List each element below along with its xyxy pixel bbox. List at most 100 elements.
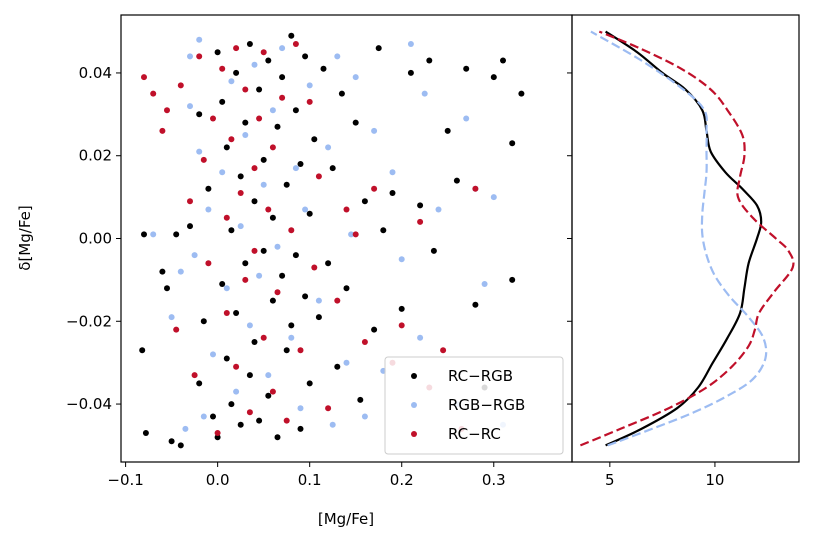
density-line-rc-rc bbox=[579, 30, 795, 447]
scatter-point-rc-rgb bbox=[173, 231, 180, 238]
scatter-point-rc-rgb bbox=[334, 363, 341, 370]
scatter-point-rc-rgb bbox=[205, 185, 212, 192]
scatter-point-rc-rc bbox=[292, 41, 299, 47]
scatter-point-rc-rgb bbox=[490, 74, 497, 81]
scatter-point-rc-rgb bbox=[141, 231, 147, 238]
scatter-point-rgb-rgb bbox=[302, 206, 309, 213]
scatter-point-rgb-rgb bbox=[463, 115, 470, 122]
scatter-point-rc-rc bbox=[417, 218, 424, 225]
y-tick-label: −0.02 bbox=[66, 312, 112, 330]
scatter-point-rc-rgb bbox=[246, 372, 253, 379]
scatter-point-rgb-rgb bbox=[352, 74, 359, 81]
scatter-point-rc-rgb bbox=[139, 347, 146, 354]
scatter-point-rc-rc bbox=[306, 98, 313, 105]
scatter-point-rc-rgb bbox=[509, 276, 516, 283]
scatter-point-rc-rc bbox=[440, 347, 447, 354]
scatter-point-rgb-rgb bbox=[168, 314, 175, 321]
scatter-point-rc-rgb bbox=[200, 318, 207, 325]
scatter-point-rc-rgb bbox=[237, 173, 244, 180]
scatter-points-layer bbox=[139, 32, 525, 449]
scatter-point-rc-rc bbox=[164, 107, 170, 114]
scatter-point-rc-rgb bbox=[426, 57, 433, 64]
scatter-point-rc-rgb bbox=[210, 413, 216, 420]
scatter-point-rc-rc bbox=[233, 363, 240, 370]
scatter-point-rc-rc bbox=[274, 289, 281, 296]
x-tick-label: −0.1 bbox=[107, 471, 143, 489]
scatter-point-rc-rc bbox=[283, 417, 290, 424]
scatter-point-rc-rgb bbox=[288, 322, 295, 329]
scatter-point-rc-rc bbox=[371, 185, 378, 192]
scatter-point-rgb-rgb bbox=[421, 90, 428, 97]
side-panel-frame bbox=[571, 14, 800, 463]
scatter-point-rc-rc bbox=[200, 156, 207, 163]
scatter-point-rc-rgb bbox=[288, 32, 295, 39]
scatter-point-rc-rc bbox=[196, 53, 203, 60]
scatter-point-rc-rgb bbox=[246, 41, 253, 47]
scatter-point-rc-rgb bbox=[320, 65, 327, 72]
scatter-point-rgb-rgb bbox=[260, 181, 267, 188]
scatter-point-rc-rc bbox=[334, 297, 341, 304]
scatter-point-rc-rc bbox=[352, 231, 359, 238]
legend-label-rc-rc: RC−RC bbox=[448, 425, 501, 443]
y-tick-label: 0.04 bbox=[79, 64, 112, 82]
y-tick-label: 0.00 bbox=[79, 230, 112, 248]
scatter-point-rgb-rgb bbox=[348, 231, 355, 238]
scatter-point-rgb-rgb bbox=[265, 372, 272, 379]
scatter-point-rc-rgb bbox=[297, 425, 304, 432]
scatter-point-rc-rgb bbox=[256, 417, 263, 424]
side-x-axis: 5 10 bbox=[605, 462, 724, 489]
scatter-point-rgb-rgb bbox=[196, 36, 203, 43]
scatter-point-rc-rgb bbox=[430, 247, 437, 254]
scatter-point-rc-rgb bbox=[142, 430, 149, 436]
scatter-point-rc-rgb bbox=[292, 252, 299, 259]
scatter-point-rc-rc bbox=[311, 264, 318, 271]
scatter-point-rc-rgb bbox=[292, 107, 299, 114]
y-axis-label: δ[Mg/Fe] bbox=[16, 205, 34, 270]
scatter-point-rc-rc bbox=[361, 339, 368, 345]
scatter-point-rc-rc bbox=[297, 347, 304, 354]
scatter-point-rgb-rgb bbox=[219, 169, 226, 176]
scatter-point-rc-rgb bbox=[315, 314, 322, 321]
scatter-point-rc-rgb bbox=[214, 434, 221, 441]
scatter-point-rc-rgb bbox=[463, 65, 470, 72]
scatter-point-rc-rc bbox=[223, 310, 230, 316]
x-tick-label: 0.0 bbox=[206, 471, 230, 489]
scatter-point-rgb-rgb bbox=[251, 61, 258, 68]
scatter-point-rc-rgb bbox=[283, 347, 290, 354]
scatter-point-rc-rgb bbox=[509, 140, 516, 147]
scatter-point-rc-rgb bbox=[265, 57, 272, 64]
legend-marker-rgb-rgb bbox=[411, 402, 417, 408]
scatter-point-rgb-rgb bbox=[191, 252, 198, 259]
scatter-point-rc-rgb bbox=[311, 136, 318, 143]
scatter-point-rgb-rgb bbox=[306, 82, 313, 89]
scatter-point-rc-rgb bbox=[223, 355, 230, 362]
scatter-point-rgb-rgb bbox=[228, 78, 235, 85]
scatter-point-rgb-rgb bbox=[177, 268, 184, 275]
legend-label-rc-rgb: RC−RGB bbox=[448, 367, 513, 385]
scatter-point-rgb-rgb bbox=[274, 243, 281, 250]
scatter-point-rc-rc bbox=[260, 49, 267, 56]
y-tick-label: −0.04 bbox=[66, 395, 112, 413]
scatter-point-rgb-rgb bbox=[200, 413, 207, 420]
y-tick-label: 0.02 bbox=[79, 147, 112, 165]
scatter-point-rgb-rgb bbox=[490, 194, 497, 201]
scatter-point-rgb-rgb bbox=[150, 231, 157, 238]
scatter-point-rc-rgb bbox=[242, 260, 249, 267]
legend-marker-rc-rgb bbox=[411, 373, 417, 379]
scatter-point-rc-rgb bbox=[265, 392, 272, 399]
scatter-point-rgb-rgb bbox=[246, 322, 253, 329]
scatter-point-rgb-rgb bbox=[398, 256, 405, 263]
scatter-point-rgb-rgb bbox=[237, 223, 244, 230]
scatter-point-rc-rc bbox=[242, 276, 249, 283]
scatter-point-rc-rc bbox=[265, 206, 272, 213]
scatter-point-rgb-rgb bbox=[187, 53, 193, 60]
legend-box bbox=[384, 356, 564, 455]
scatter-point-rc-rc bbox=[219, 65, 226, 72]
scatter-point-rc-rc bbox=[205, 260, 212, 267]
scatter-point-rgb-rgb bbox=[233, 388, 240, 395]
legend-label-rgb-rgb: RGB−RGB bbox=[448, 396, 525, 414]
scatter-point-rgb-rgb bbox=[269, 107, 276, 114]
scatter-point-rc-rc bbox=[141, 74, 147, 81]
scatter-point-rgb-rgb bbox=[242, 132, 249, 138]
